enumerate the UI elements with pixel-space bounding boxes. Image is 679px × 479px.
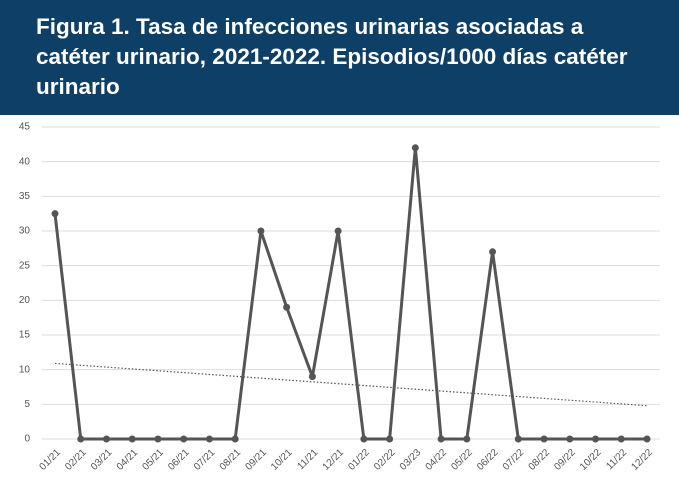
y-tick-label: 0	[24, 434, 30, 445]
point	[566, 435, 574, 443]
x-tick-label: 07/21	[192, 447, 218, 473]
x-tick-label: 11/22	[604, 447, 629, 472]
trendline	[54, 362, 648, 407]
x-tick-label: 12/22	[630, 447, 656, 473]
point	[308, 373, 316, 381]
y-tick-label: 20	[19, 295, 31, 306]
point	[463, 435, 471, 443]
point	[283, 303, 291, 311]
x-tick-label: 05/22	[449, 447, 475, 473]
y-tick-label: 35	[19, 191, 31, 202]
line	[53, 146, 647, 441]
point	[386, 435, 394, 443]
x-tick-label: 07/22	[501, 447, 527, 473]
point	[180, 435, 188, 443]
x-tick-label: 03/23	[398, 447, 424, 473]
point	[205, 435, 213, 443]
x-tick-label: 02/22	[372, 447, 398, 473]
y-tick-label: 25	[19, 260, 31, 271]
x-tick-label: 01/22	[346, 447, 372, 473]
point	[257, 227, 265, 235]
x-tick-label: 10/22	[578, 447, 604, 473]
x-tick-label: 09/22	[552, 447, 578, 473]
x-tick-label: 12/21	[321, 447, 347, 473]
point	[592, 435, 600, 443]
point	[617, 435, 625, 443]
y-tick-label: 10	[19, 364, 31, 375]
x-tick-label: 08/21	[218, 447, 244, 473]
y-tick-label: 15	[19, 330, 31, 341]
point	[540, 435, 548, 443]
x-tick-label: 01/21	[38, 447, 64, 473]
x-tick-label: 05/21	[140, 447, 166, 473]
x-tick-label: 09/21	[243, 447, 269, 473]
chart-title: Figura 1. Tasa de infecciones urinarias …	[36, 14, 628, 99]
x-tick-label: 02/21	[63, 447, 89, 473]
x-tick-label: 04/21	[115, 447, 141, 473]
point	[334, 227, 342, 235]
y-tick-label: 5	[24, 399, 30, 410]
x-tick-label: 03/21	[89, 447, 115, 473]
point	[360, 435, 368, 443]
point	[77, 435, 85, 443]
x-tick-label: 08/22	[527, 447, 553, 473]
y-tick-label: 30	[19, 226, 31, 237]
point	[411, 144, 419, 152]
y-tick-label: 40	[19, 156, 31, 167]
point	[643, 435, 651, 443]
point	[128, 435, 136, 443]
x-tick-label: 06/21	[166, 447, 192, 473]
point	[437, 435, 445, 443]
x-tick-label: 04/22	[424, 447, 450, 473]
point	[489, 248, 497, 256]
point	[231, 435, 239, 443]
x-tick-label: 10/21	[269, 447, 295, 473]
header: Figura 1. Tasa de infecciones urinarias …	[0, 0, 679, 115]
y-tick-label: 45	[19, 122, 31, 133]
point	[51, 210, 59, 218]
x-tick-label: 11/21	[295, 447, 320, 472]
point	[154, 435, 162, 443]
point	[102, 435, 110, 443]
point	[514, 435, 522, 443]
x-tick-label: 06/22	[475, 447, 501, 473]
